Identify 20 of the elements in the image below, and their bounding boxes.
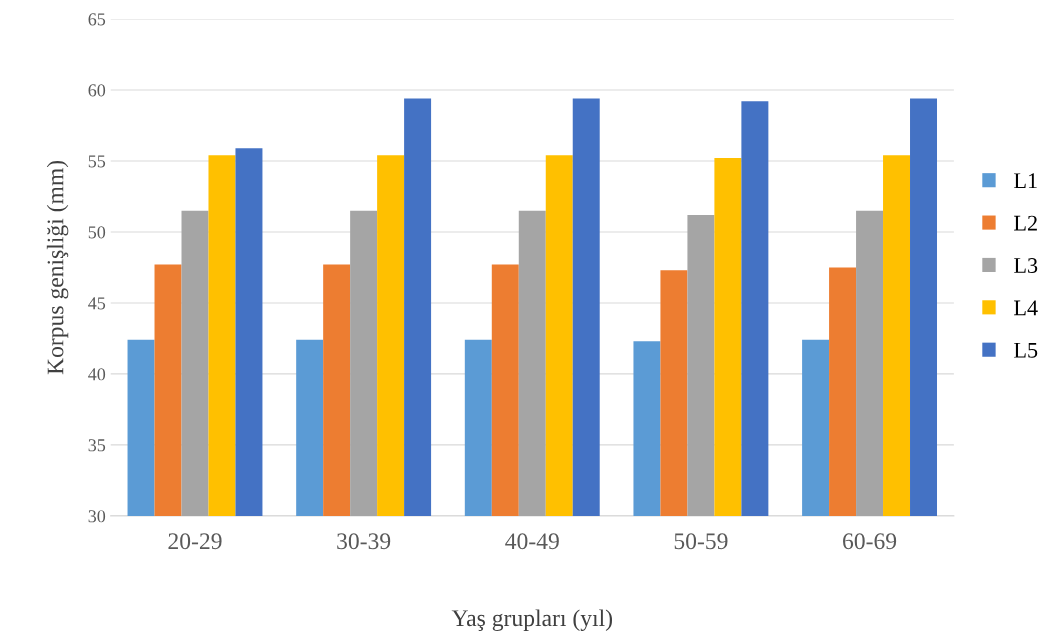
legend-label: L5 bbox=[1014, 342, 1038, 358]
y-tick-label: 55 bbox=[88, 155, 106, 168]
x-tick-label: 40-49 bbox=[505, 533, 559, 550]
y-tick-label: 45 bbox=[88, 297, 106, 310]
y-axis-title: Korpus genişliği (mm) bbox=[46, 160, 69, 375]
y-tick-label: 40 bbox=[88, 368, 106, 381]
y-tick-label: 35 bbox=[88, 439, 106, 452]
y-tick-label: 50 bbox=[88, 226, 106, 239]
x-tick-label: 20-29 bbox=[168, 533, 222, 550]
legend-label: L1 bbox=[1014, 173, 1037, 189]
legend-label: L4 bbox=[1014, 300, 1038, 316]
y-tick-label: 60 bbox=[88, 84, 106, 97]
x-axis-title: Yaş grupları (yıl) bbox=[451, 609, 613, 632]
legend-label: L3 bbox=[1014, 258, 1038, 274]
y-tick-label: 65 bbox=[88, 13, 106, 26]
x-tick-label: 60-69 bbox=[843, 533, 897, 550]
y-tick-label: 30 bbox=[88, 510, 106, 523]
x-tick-label: 50-59 bbox=[674, 533, 728, 550]
x-tick-label: 30-39 bbox=[337, 533, 391, 550]
legend-label: L2 bbox=[1014, 215, 1037, 231]
